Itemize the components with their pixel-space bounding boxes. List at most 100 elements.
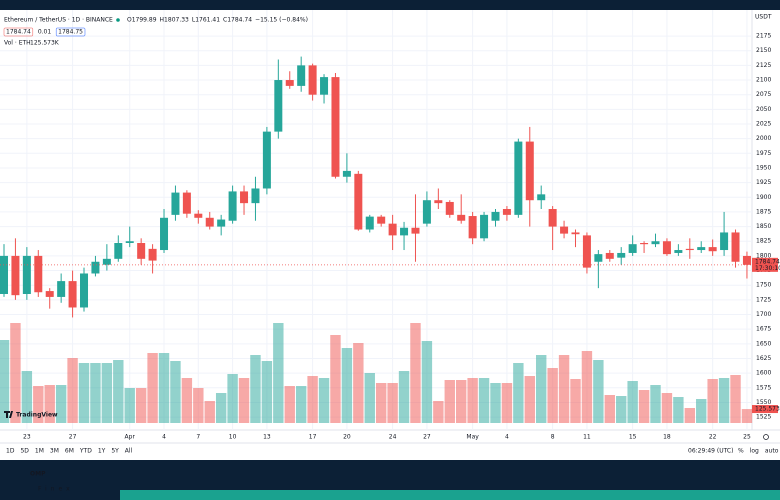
candle-body [708, 247, 717, 252]
candle-body [297, 65, 306, 86]
volume-legend-title: Vol · ETH [4, 40, 31, 47]
volume-bar [250, 355, 261, 423]
volume-bar [44, 385, 55, 423]
y-tick-label: 1900 [756, 194, 771, 201]
candle-body [594, 254, 603, 262]
volume-bar [524, 376, 535, 423]
x-tick-label: May [466, 434, 479, 441]
candle-body [11, 255, 20, 296]
volume-bar [307, 376, 318, 423]
range-button[interactable]: 5D [20, 448, 29, 455]
y-tick-label: 1675 [756, 326, 771, 333]
x-tick-label: 17 [309, 434, 317, 441]
settings-icon[interactable] [763, 434, 769, 440]
y-tick-label: 1875 [756, 208, 771, 215]
candle-body [22, 255, 31, 294]
brand-accent [120, 490, 780, 500]
candle-body [205, 217, 214, 227]
candle-body [742, 255, 751, 265]
volume-bar [547, 368, 558, 423]
brand-name: OMP [30, 471, 46, 478]
brand-sub: Finex [38, 486, 74, 493]
volume-bar [707, 379, 718, 423]
tradingview-logo [4, 411, 13, 418]
volume-bar [696, 399, 707, 423]
volume-bar [341, 348, 353, 423]
candle-body [365, 216, 374, 230]
volume-bar [21, 371, 33, 423]
candle-body [411, 227, 420, 234]
countdown-label: 17:30:10 [755, 265, 780, 272]
x-tick-label: 27 [423, 434, 431, 441]
range-button[interactable]: 1Y [98, 448, 106, 455]
y-tick-label: 2150 [756, 47, 771, 54]
scale-option[interactable]: auto [765, 448, 779, 455]
y-tick-label: 1650 [756, 340, 771, 347]
ohlc-value: C1784.74 [223, 17, 252, 24]
candle-body [537, 194, 546, 201]
y-tick-label: 2025 [756, 121, 771, 128]
candle-body [320, 77, 329, 95]
candle-body [628, 244, 637, 253]
volume-legend-value: 125.573K [30, 40, 60, 47]
volume-bar [673, 397, 684, 423]
candle-body [68, 281, 77, 308]
range-button[interactable]: 1D [6, 448, 15, 455]
volume-bar [90, 363, 101, 423]
candle-body [137, 243, 146, 259]
range-button[interactable]: YTD [79, 448, 92, 455]
quote-value: 1784.74 [6, 29, 31, 36]
volume-bar [364, 373, 375, 423]
range-button[interactable]: 3M [50, 448, 59, 455]
volume-bar [730, 375, 741, 423]
y-tick-label: 2075 [756, 91, 771, 98]
candle-body [720, 232, 729, 251]
volume-bar [353, 343, 364, 423]
candle-body [445, 201, 454, 215]
volume-axis-label: 125.573K [755, 406, 780, 413]
quote-box [55, 27, 86, 37]
volume-bar [718, 378, 730, 423]
x-tick-label: 25 [743, 434, 751, 441]
status-dot [116, 18, 120, 22]
candle-body [217, 219, 226, 227]
x-tick-label: 10 [229, 434, 237, 441]
candle-body [651, 241, 660, 245]
candle-body [377, 216, 386, 224]
volume-bar [158, 353, 170, 423]
volume-bar [467, 378, 478, 423]
candle-body [171, 192, 180, 215]
y-tick-label: 1625 [756, 355, 771, 362]
quote-box [3, 27, 34, 37]
volume-bar [684, 408, 695, 423]
scale-option[interactable]: log [750, 448, 759, 455]
range-button[interactable]: 5Y [111, 448, 119, 455]
y-tick-label: 1975 [756, 150, 771, 157]
volume-bar [501, 383, 513, 423]
scale-option[interactable]: % [738, 448, 744, 455]
candle-body [422, 200, 431, 224]
candle-body [125, 241, 134, 243]
candle-body [685, 248, 694, 251]
candle-body [114, 243, 123, 259]
volume-bar [0, 340, 10, 423]
volume-bar [478, 378, 490, 423]
volume-bar [193, 388, 204, 423]
tradingview-watermark: TradingView [16, 412, 58, 419]
candle-body [525, 141, 534, 201]
last-price-box [752, 257, 778, 272]
candle-body [697, 247, 706, 251]
y-tick-label: 1550 [756, 399, 771, 406]
range-button[interactable]: All [125, 448, 133, 455]
volume-bar [433, 401, 444, 423]
volume-bar [593, 360, 604, 423]
candle-body [582, 235, 591, 268]
range-button[interactable]: 1M [35, 448, 44, 455]
y-tick-label: 1725 [756, 296, 771, 303]
range-button[interactable]: 6M [65, 448, 74, 455]
ohlc-value: L1761.41 [192, 17, 220, 24]
candle-body [560, 226, 569, 234]
volume-bar [273, 323, 284, 423]
volume-bar [55, 385, 67, 423]
